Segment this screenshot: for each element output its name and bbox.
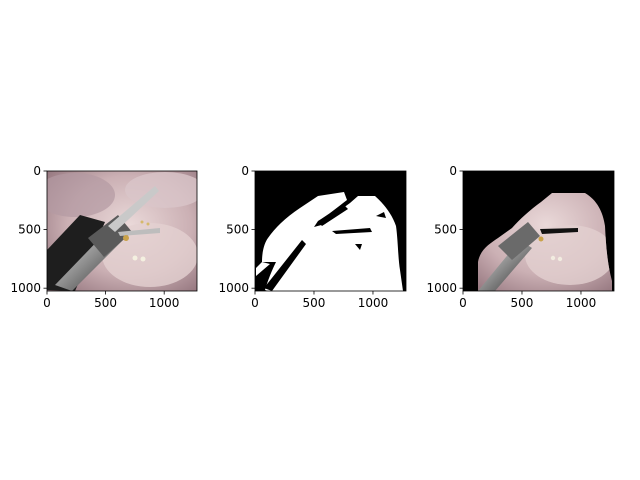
x-tick-label: 500 (303, 296, 326, 310)
x-tick-label: 1000 (149, 296, 180, 310)
y-tick-label: 0 (241, 164, 249, 178)
y-tick-label: 0 (33, 164, 41, 178)
y-tick-label: 1000 (10, 281, 41, 295)
x-tick-label: 0 (251, 296, 259, 310)
y-tick-label: 1000 (426, 281, 457, 295)
x-tick-label: 500 (94, 296, 117, 310)
x-tick-label: 0 (459, 296, 467, 310)
panel-mask (254, 170, 407, 292)
y-tick-label: 500 (226, 223, 249, 237)
panel-masked (462, 170, 615, 292)
x-tick-label: 500 (511, 296, 534, 310)
panel-original (46, 170, 198, 292)
original-image (47, 171, 197, 291)
y-tick-label: 500 (434, 223, 457, 237)
x-tick-label: 1000 (358, 296, 389, 310)
x-tick-label: 0 (43, 296, 51, 310)
mask-image (255, 171, 406, 291)
y-tick-label: 0 (449, 164, 457, 178)
x-tick-label: 1000 (566, 296, 597, 310)
masked-image (463, 171, 614, 291)
y-tick-label: 500 (18, 223, 41, 237)
y-tick-label: 1000 (218, 281, 249, 295)
